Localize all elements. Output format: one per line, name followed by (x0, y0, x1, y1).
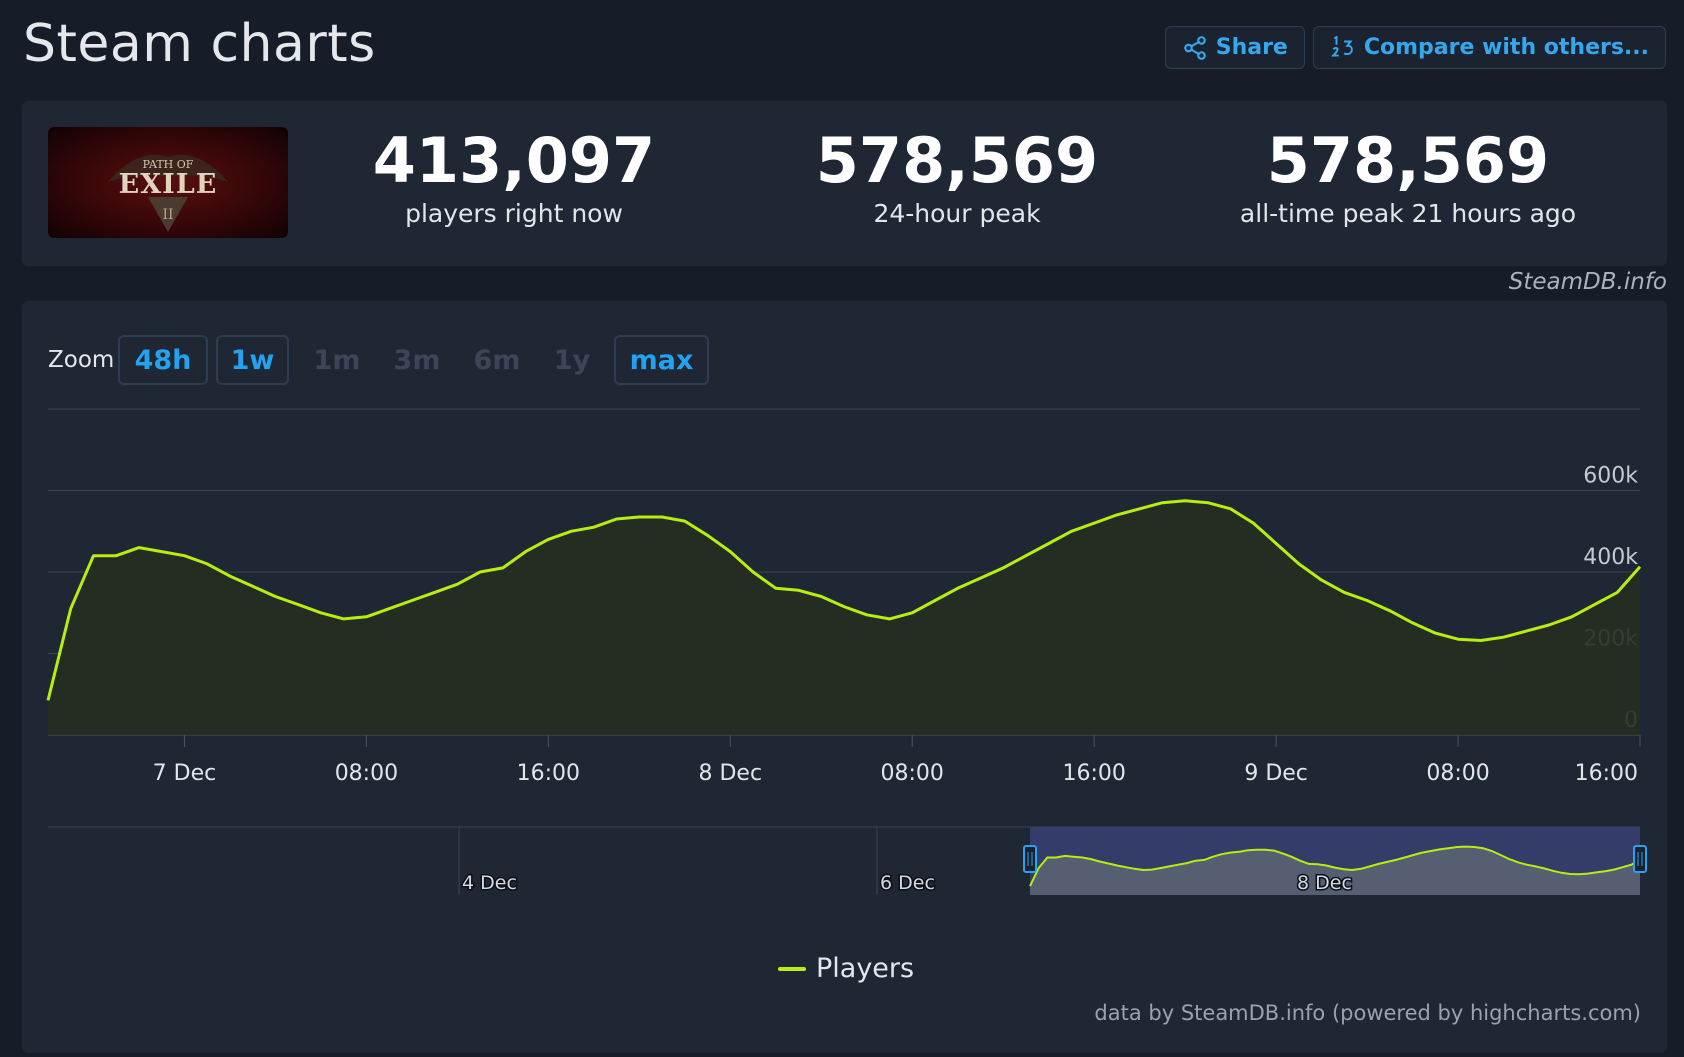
stat-players-now: 413,097 players right now (304, 123, 724, 229)
stat-label: players right now (405, 199, 623, 228)
x-tick-label: 08:00 (335, 761, 398, 786)
x-tick-label: 7 Dec (153, 761, 217, 786)
x-tick-label: 8 Dec (699, 761, 763, 786)
navigator-series-line (1029, 845, 1641, 887)
game-logo: PATH OF EXILE II (48, 127, 288, 238)
x-tick-label: 08:00 (881, 761, 944, 786)
logo-numeral: II (162, 207, 173, 223)
navigator-left-handle[interactable] (1023, 845, 1037, 873)
navigator-date-label: 8 Dec (1297, 872, 1352, 894)
legend-players[interactable]: Players (778, 953, 914, 984)
stat-value: 578,569 (1266, 124, 1550, 197)
stats-panel: PATH OF EXILE II 413,097 players right n… (22, 101, 1667, 266)
top-actions: Share Compare with others... (1164, 26, 1666, 69)
stat-24h-peak: 578,569 24-hour peak (747, 123, 1167, 229)
compare-button[interactable]: Compare with others... (1312, 26, 1666, 69)
players-area-fill (48, 500, 1640, 735)
zoom-1w-button[interactable]: 1w (216, 335, 289, 385)
navigator-date-label: 6 Dec (880, 872, 935, 894)
stat-all-time-peak: 578,569 all-time peak 21 hours ago (1198, 123, 1618, 229)
y-tick-label: 600k (1583, 464, 1638, 489)
zoom-48h-button[interactable]: 48h (118, 335, 208, 385)
highcharts-credit[interactable]: data by SteamDB.info (powered by highcha… (1094, 1001, 1641, 1025)
navigator-series-fill (1030, 846, 1640, 895)
x-tick-label: 16:00 (1575, 761, 1638, 786)
zoom-3m-button[interactable]: 3m (393, 344, 441, 376)
stat-label: 24-hour peak (873, 199, 1041, 228)
compare-numbers-icon (1330, 35, 1353, 57)
x-tick-label: 16:00 (1062, 761, 1125, 786)
legend-swatch (778, 966, 806, 971)
y-tick-label: 400k (1583, 545, 1638, 570)
x-tick-label: 16:00 (517, 761, 580, 786)
legend-label: Players (816, 953, 915, 984)
navigator-date-label: 4 Dec (462, 872, 517, 894)
zoom-label: Zoom (48, 347, 115, 373)
stat-value: 413,097 (372, 124, 656, 197)
navigator-right-handle[interactable] (1633, 845, 1647, 873)
zoom-1m-button[interactable]: 1m (313, 344, 361, 376)
zoom-1y-button[interactable]: 1y (553, 344, 591, 376)
x-tick-label: 08:00 (1426, 761, 1489, 786)
compare-label: Compare with others... (1363, 35, 1649, 60)
chart-panel: Zoom 48h 1w 1m 3m 6m 1y max 0200k400k600… (22, 301, 1667, 1053)
zoom-6m-button[interactable]: 6m (473, 344, 521, 376)
share-label: Share (1215, 35, 1288, 60)
x-tick-label: 9 Dec (1244, 761, 1308, 786)
players-series-line[interactable] (46, 499, 1642, 701)
logo-text-main: EXILE (119, 169, 218, 200)
share-button[interactable]: Share (1164, 26, 1305, 69)
logo-text-top: PATH OF (143, 158, 194, 171)
steamdb-credit[interactable]: SteamDB.info (1508, 269, 1667, 295)
zoom-max-button[interactable]: max (614, 335, 709, 385)
page-title: Steam charts (23, 14, 376, 74)
share-icon (1183, 35, 1206, 60)
stat-value: 578,569 (815, 124, 1099, 197)
stat-label: all-time peak 21 hours ago (1239, 199, 1577, 228)
